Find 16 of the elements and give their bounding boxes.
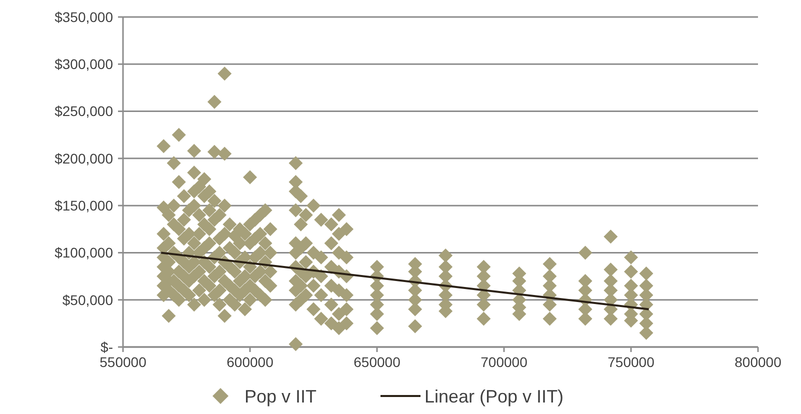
y-tick-label: $200,000 <box>54 150 114 166</box>
y-tick-label: $300,000 <box>54 56 114 72</box>
x-tick-label: 750000 <box>608 354 655 370</box>
x-tick-label: 650000 <box>354 354 401 370</box>
x-tick-label: 800000 <box>734 354 782 370</box>
x-tick-label: 600000 <box>226 354 274 370</box>
y-tick-label: $150,000 <box>54 197 114 214</box>
y-tick-label: $250,000 <box>54 103 114 120</box>
y-tick-label: $- <box>100 338 114 355</box>
legend-label: Linear (Pop v IIT) <box>424 386 564 406</box>
y-tick-label: $50,000 <box>62 292 114 308</box>
y-tick-label: $350,000 <box>54 8 114 25</box>
x-tick-label: 550000 <box>100 354 147 370</box>
x-tick-label: 700000 <box>480 354 528 370</box>
legend-label: Pop v IIT <box>244 386 317 406</box>
y-tick-label: $100,000 <box>54 244 114 261</box>
